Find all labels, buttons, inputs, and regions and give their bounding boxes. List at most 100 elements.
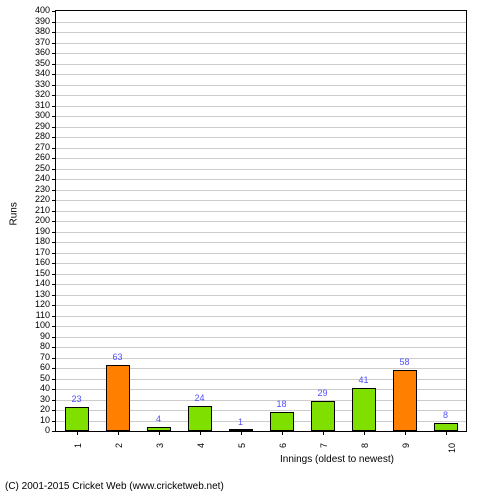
gridline xyxy=(56,316,466,317)
y-tick-label: 270 xyxy=(10,142,50,152)
gridline xyxy=(56,242,466,243)
y-tick-label: 80 xyxy=(10,341,50,351)
y-tick-label: 0 xyxy=(10,425,50,435)
copyright-text: (C) 2001-2015 Cricket Web (www.cricketwe… xyxy=(5,481,224,492)
gridline xyxy=(56,32,466,33)
gridline xyxy=(56,179,466,180)
gridline xyxy=(56,43,466,44)
y-tick-label: 110 xyxy=(10,310,50,320)
gridline xyxy=(56,169,466,170)
y-tick-mark xyxy=(52,137,56,138)
y-tick-label: 70 xyxy=(10,352,50,362)
x-tick-label: 5 xyxy=(237,443,247,448)
y-tick-label: 380 xyxy=(10,26,50,36)
y-tick-mark xyxy=(52,253,56,254)
gridline xyxy=(56,127,466,128)
x-tick-label: 8 xyxy=(360,443,370,448)
bar xyxy=(352,388,376,431)
gridline xyxy=(56,232,466,233)
gridline xyxy=(56,158,466,159)
bar xyxy=(393,370,417,431)
y-tick-mark xyxy=(52,284,56,285)
bar xyxy=(311,401,335,431)
y-tick-label: 170 xyxy=(10,247,50,257)
x-tick-mark xyxy=(118,431,119,435)
x-tick-mark xyxy=(364,431,365,435)
gridline xyxy=(56,295,466,296)
y-tick-label: 210 xyxy=(10,205,50,215)
x-tick-mark xyxy=(405,431,406,435)
y-tick-mark xyxy=(52,305,56,306)
y-tick-mark xyxy=(52,389,56,390)
bar xyxy=(270,412,294,431)
gridline xyxy=(56,95,466,96)
y-tick-mark xyxy=(52,274,56,275)
y-tick-label: 360 xyxy=(10,47,50,57)
y-tick-label: 20 xyxy=(10,404,50,414)
gridline xyxy=(56,263,466,264)
y-tick-label: 10 xyxy=(10,415,50,425)
y-tick-label: 370 xyxy=(10,37,50,47)
y-tick-label: 40 xyxy=(10,383,50,393)
bar-value-label: 1 xyxy=(238,417,243,427)
gridline xyxy=(56,221,466,222)
gridline xyxy=(56,284,466,285)
gridline xyxy=(56,22,466,23)
y-tick-mark xyxy=(52,410,56,411)
gridline xyxy=(56,116,466,117)
y-tick-mark xyxy=(52,379,56,380)
y-tick-label: 320 xyxy=(10,89,50,99)
bar-value-label: 29 xyxy=(317,388,327,398)
y-tick-mark xyxy=(52,85,56,86)
y-tick-label: 220 xyxy=(10,194,50,204)
y-tick-label: 250 xyxy=(10,163,50,173)
gridline xyxy=(56,305,466,306)
y-tick-label: 340 xyxy=(10,68,50,78)
y-tick-label: 310 xyxy=(10,100,50,110)
x-tick-label: 6 xyxy=(278,443,288,448)
gridline xyxy=(56,200,466,201)
y-tick-mark xyxy=(52,358,56,359)
y-tick-label: 150 xyxy=(10,268,50,278)
y-tick-label: 30 xyxy=(10,394,50,404)
y-tick-mark xyxy=(52,242,56,243)
x-axis-label: Innings (oldest to newest) xyxy=(280,454,394,465)
x-tick-mark xyxy=(282,431,283,435)
y-tick-mark xyxy=(52,148,56,149)
x-tick-mark xyxy=(77,431,78,435)
bar-value-label: 8 xyxy=(443,410,448,420)
x-tick-label: 4 xyxy=(196,443,206,448)
gridline xyxy=(56,326,466,327)
bar-value-label: 18 xyxy=(276,399,286,409)
y-tick-mark xyxy=(52,316,56,317)
y-tick-mark xyxy=(52,127,56,128)
y-tick-mark xyxy=(52,295,56,296)
chart-container: { "chart": { "type": "bar", "ylabel": "R… xyxy=(0,0,500,500)
y-tick-mark xyxy=(52,53,56,54)
y-tick-mark xyxy=(52,200,56,201)
y-tick-label: 140 xyxy=(10,278,50,288)
y-tick-mark xyxy=(52,158,56,159)
gridline xyxy=(56,337,466,338)
x-tick-label: 10 xyxy=(447,443,457,453)
y-tick-mark xyxy=(52,95,56,96)
x-tick-label: 3 xyxy=(155,443,165,448)
y-tick-label: 300 xyxy=(10,110,50,120)
bar xyxy=(188,406,212,431)
gridline xyxy=(56,274,466,275)
gridline xyxy=(56,211,466,212)
y-tick-label: 390 xyxy=(10,16,50,26)
y-tick-label: 260 xyxy=(10,152,50,162)
y-tick-label: 200 xyxy=(10,215,50,225)
y-tick-mark xyxy=(52,347,56,348)
y-tick-mark xyxy=(52,337,56,338)
y-tick-label: 280 xyxy=(10,131,50,141)
gridline xyxy=(56,190,466,191)
y-tick-mark xyxy=(52,169,56,170)
bar xyxy=(434,423,458,431)
x-tick-mark xyxy=(159,431,160,435)
x-tick-label: 2 xyxy=(114,443,124,448)
y-tick-mark xyxy=(52,190,56,191)
y-tick-label: 180 xyxy=(10,236,50,246)
bar xyxy=(65,407,89,431)
